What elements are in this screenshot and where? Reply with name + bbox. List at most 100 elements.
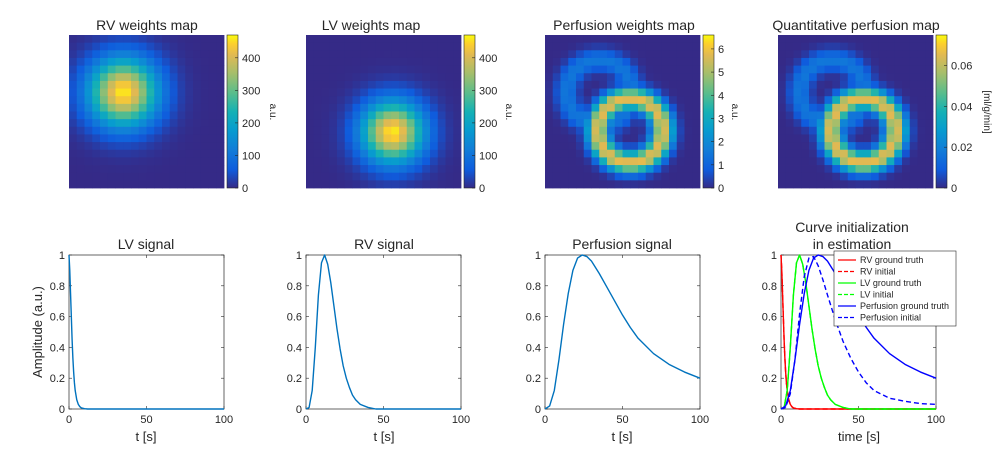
heatmap-cell: [414, 134, 423, 143]
heatmap-cell: [871, 50, 880, 59]
heatmap-cell: [676, 73, 685, 82]
heatmap-cell: [661, 180, 670, 189]
heatmap-cell: [902, 88, 911, 97]
heatmap-cell: [146, 119, 155, 128]
heatmap-cell: [344, 126, 353, 135]
heatmap-cell: [560, 157, 569, 166]
heatmap-cell: [863, 35, 872, 44]
heatmap-cell: [360, 142, 369, 151]
heatmap-cell: [100, 80, 109, 89]
heatmap-cell: [399, 80, 408, 89]
heatmap-cell: [676, 149, 685, 158]
heatmap-cell: [321, 157, 330, 166]
heatmap-cell: [200, 57, 209, 66]
heatmap-cell: [847, 65, 856, 74]
heatmap-cell: [599, 119, 608, 128]
heatmap-cell: [684, 42, 693, 51]
heatmap-cell: [360, 126, 369, 135]
heatmap-cell: [785, 172, 794, 181]
heatmap-cell: [107, 149, 116, 158]
heatmap-cell: [306, 149, 315, 158]
heatmap-cell: [909, 165, 918, 174]
heatmap-cell: [909, 180, 918, 189]
heatmap-cell: [169, 65, 178, 74]
heatmap-cell: [863, 50, 872, 59]
heatmap-cell: [832, 111, 841, 120]
heatmap-cell: [661, 57, 670, 66]
colorbar-label-quantitative: [ml/g/min]: [981, 90, 992, 134]
heatmap-cell: [92, 80, 101, 89]
heatmap-cell: [785, 142, 794, 151]
heatmap-cell: [100, 119, 109, 128]
heatmap-cell: [840, 119, 849, 128]
heatmap-cell: [177, 88, 186, 97]
heatmap-cell: [313, 96, 322, 105]
heatmap-cell: [453, 111, 462, 120]
heatmap-cell: [445, 119, 454, 128]
heatmap-cell: [76, 119, 85, 128]
x-tick-label: 0: [66, 414, 72, 426]
heatmap-cell: [200, 111, 209, 120]
heatmap-cell: [216, 103, 225, 112]
heatmap-cell: [453, 149, 462, 158]
heatmap-cell: [76, 111, 85, 120]
heatmap-cell: [917, 119, 926, 128]
heatmap-cell: [329, 88, 338, 97]
heatmap-cell: [669, 57, 678, 66]
heatmap-cell: [645, 180, 654, 189]
heatmap-cell: [607, 50, 616, 59]
heatmap-cell: [138, 73, 147, 82]
heatmap-cell: [568, 172, 577, 181]
heatmap-cell: [352, 165, 361, 174]
heatmap-cell: [591, 103, 600, 112]
heatmap-cell: [391, 50, 400, 59]
heatmap-cell: [368, 57, 377, 66]
heatmap-cell: [177, 172, 186, 181]
heatmap-cell: [793, 134, 802, 143]
heatmap-cell: [391, 35, 400, 44]
heatmap-cell: [630, 180, 639, 189]
heatmap-title-quantitative: Quantitative perfusion map: [772, 17, 940, 33]
heatmap-cell: [909, 111, 918, 120]
heatmap-cell: [391, 180, 400, 189]
heatmap-cell: [622, 157, 631, 166]
heatmap-cell: [337, 73, 346, 82]
heatmap-cell: [306, 50, 315, 59]
heatmap-cell: [778, 157, 787, 166]
heatmap-cell: [638, 180, 647, 189]
heatmap-cell: [676, 142, 685, 151]
heatmap-cell: [630, 157, 639, 166]
heatmap-cell: [107, 180, 116, 189]
heatmap-cell: [568, 96, 577, 105]
heatmap-cell: [552, 50, 561, 59]
heatmap-cell: [847, 180, 856, 189]
heatmap-cell: [902, 80, 911, 89]
heatmap-cell: [115, 50, 124, 59]
heatmap-cell: [793, 80, 802, 89]
heatmap-cell: [568, 57, 577, 66]
x-tick-label: 50: [616, 414, 628, 426]
heatmap-cell: [878, 50, 887, 59]
heatmap-cell: [337, 57, 346, 66]
heatmap-cell: [115, 35, 124, 44]
heatmap-cell: [886, 35, 895, 44]
heatmap-title-perfusion: Perfusion weights map: [553, 17, 695, 33]
heatmap-cell: [169, 96, 178, 105]
heatmap-cell: [115, 80, 124, 89]
heatmap-cell: [69, 103, 78, 112]
heatmap-cell: [208, 142, 217, 151]
heatmap-cell: [669, 172, 678, 181]
heatmap-cell: [785, 65, 794, 74]
x-tick-label: 50: [377, 414, 389, 426]
heatmap-cell: [622, 57, 631, 66]
heatmap-cell: [146, 65, 155, 74]
heatmap-cell: [344, 119, 353, 128]
heatmap-cell: [169, 42, 178, 51]
heatmap-cell: [669, 35, 678, 44]
heatmap-cell: [583, 142, 592, 151]
heatmap-cell: [154, 149, 163, 158]
heatmap-cell: [76, 157, 85, 166]
heatmap-cell: [917, 96, 926, 105]
heatmap-cell: [809, 80, 818, 89]
heatmap-cell: [894, 73, 903, 82]
